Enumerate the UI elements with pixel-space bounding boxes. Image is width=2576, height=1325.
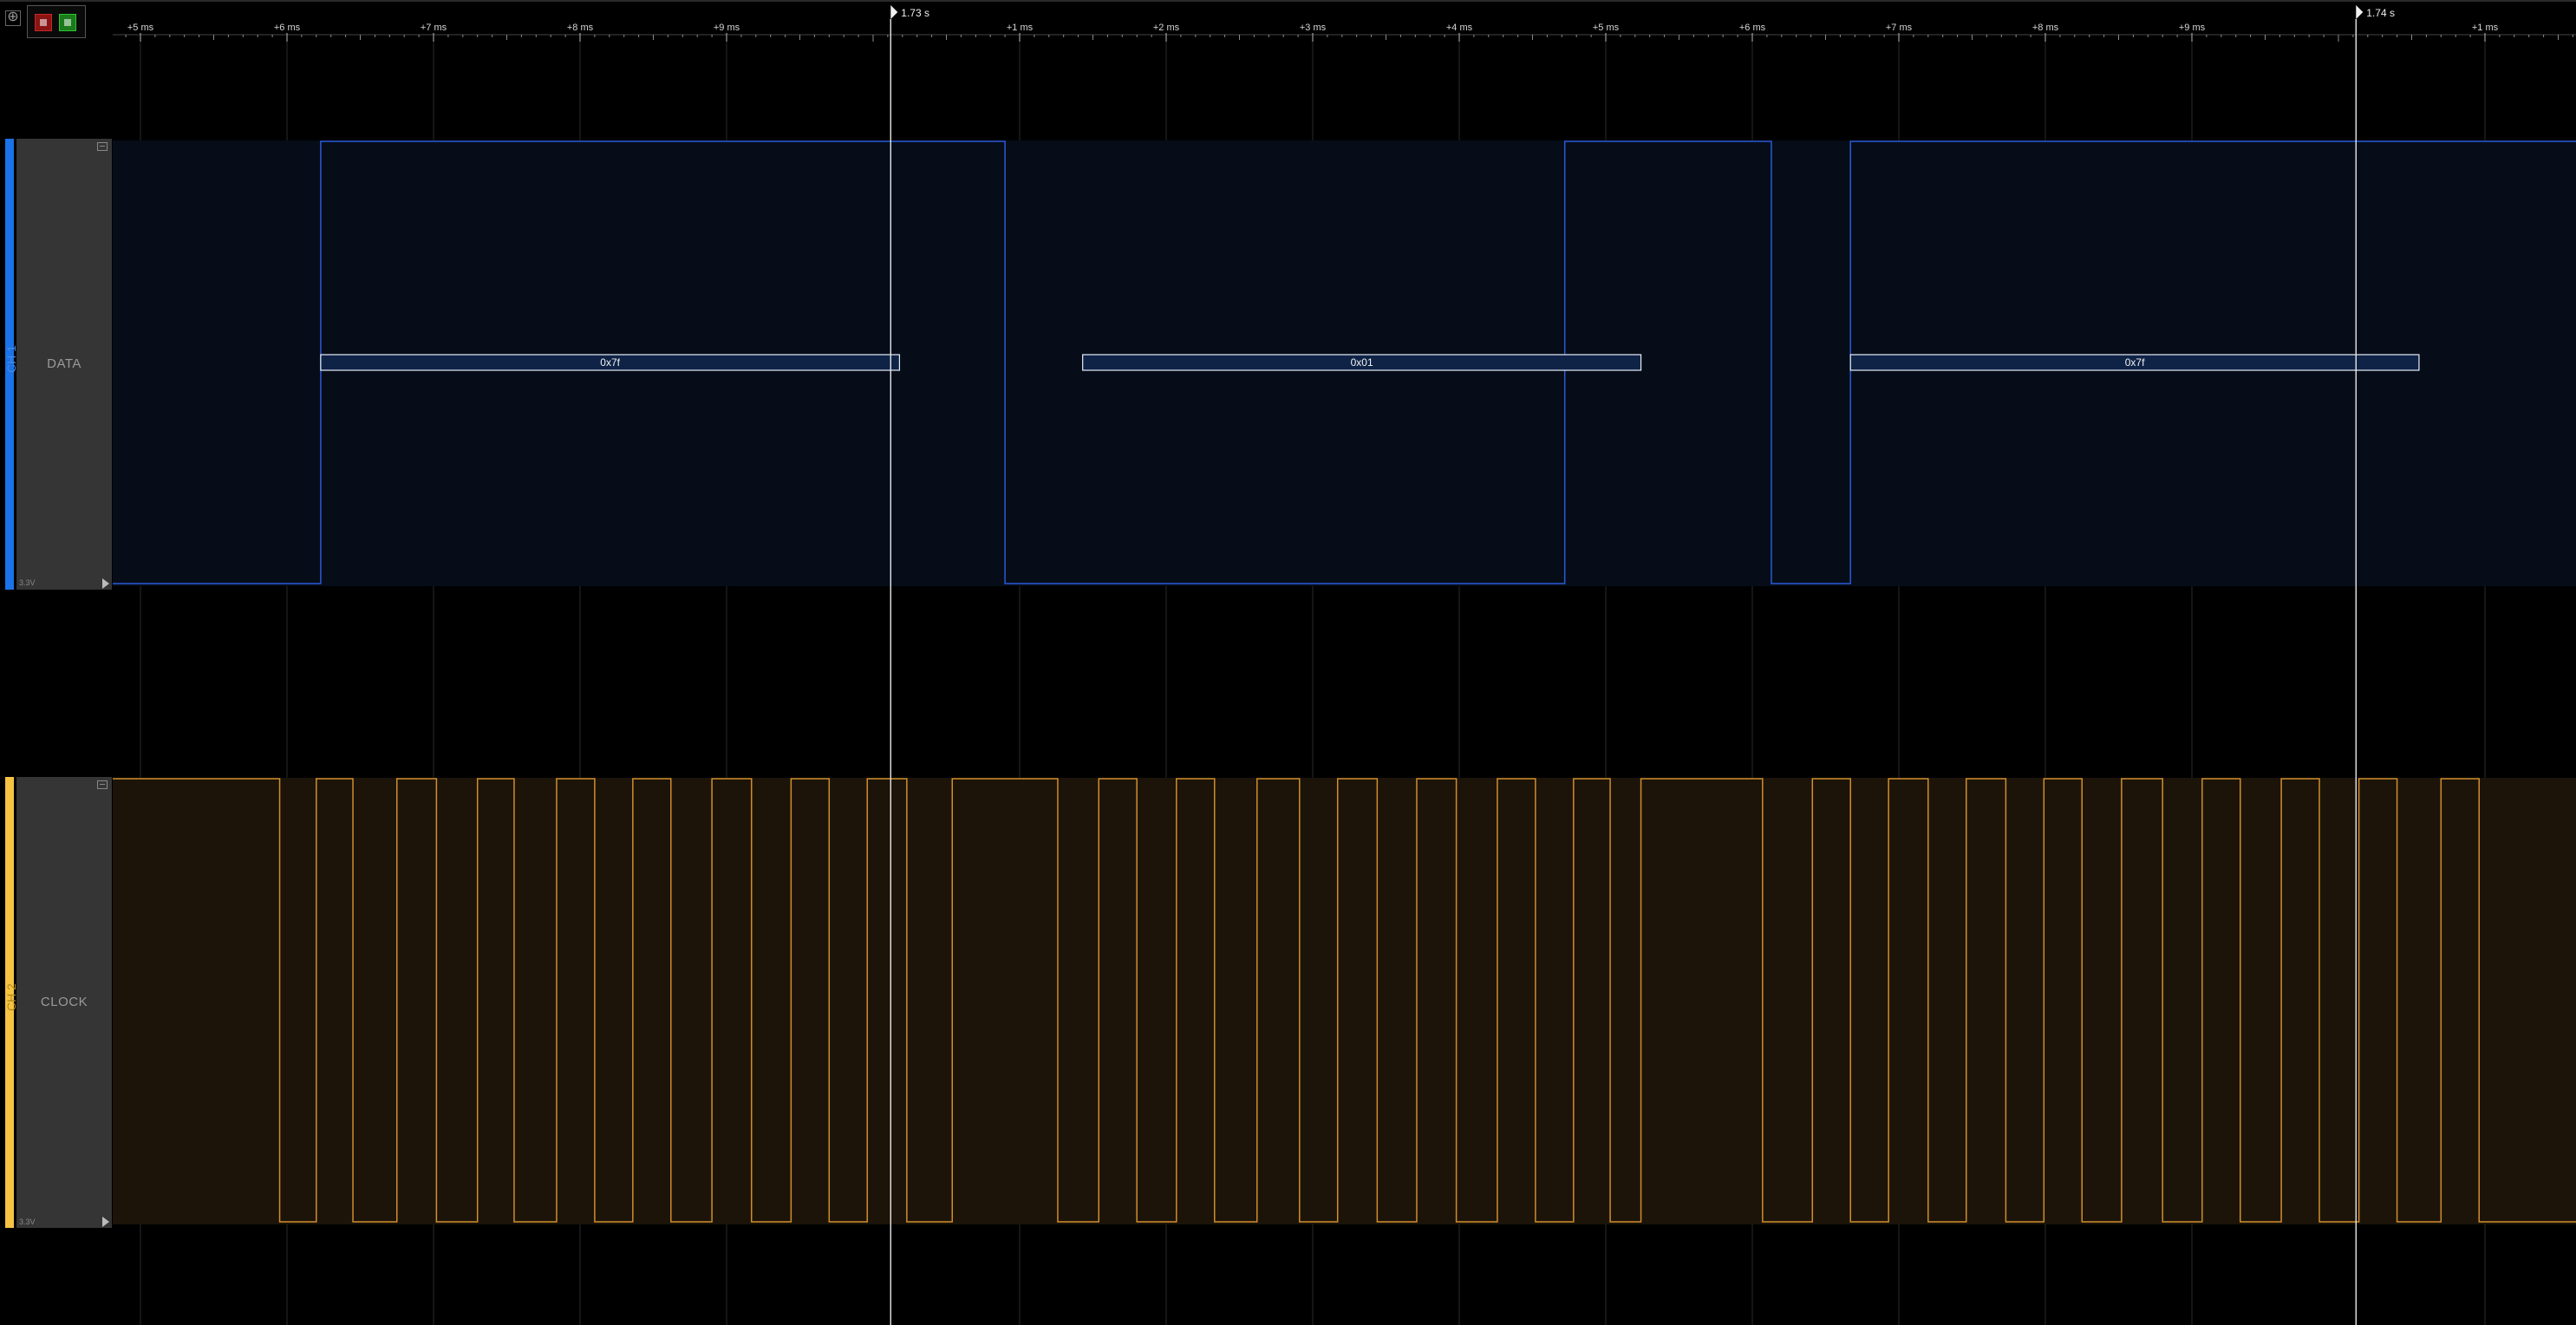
capture-controls bbox=[27, 5, 86, 38]
channel-1-menu-icon[interactable] bbox=[97, 142, 108, 151]
decoded-byte-label: 0x7f bbox=[600, 356, 620, 369]
channel-1-waveform[interactable]: 0x7f 0x01 0x7f bbox=[113, 140, 2576, 586]
ruler-tick-label: +6 ms bbox=[274, 23, 301, 33]
decoded-byte-box[interactable] bbox=[1082, 354, 1642, 371]
decoded-byte-box[interactable] bbox=[1849, 354, 2420, 371]
decoded-byte-box[interactable] bbox=[320, 354, 901, 371]
ruler-tick-label: +3 ms bbox=[1300, 23, 1327, 33]
channel-2-lane bbox=[113, 778, 2576, 1224]
ruler-tick-label: +9 ms bbox=[2179, 23, 2206, 33]
decoded-byte-label: 0x7f bbox=[2125, 356, 2145, 369]
channel-1-color-strip bbox=[5, 139, 14, 590]
channel-2-trace bbox=[113, 778, 2576, 1223]
ruler-tick-label: +6 ms bbox=[1739, 23, 1766, 33]
channel-1-name[interactable]: DATA bbox=[47, 356, 82, 371]
channel-2-color-strip bbox=[5, 777, 14, 1228]
ruler-tick-label: +1 ms bbox=[2472, 23, 2499, 33]
time-ruler[interactable]: +5 ms +6 ms +7 ms +8 ms +9 ms +1 ms +2 ms +3 ms… bbox=[0, 0, 2576, 42]
time-marker-flag-icon[interactable] bbox=[2356, 5, 2364, 19]
ruler-tick-label: +4 ms bbox=[1446, 23, 1473, 33]
channel-2-label-panel[interactable] bbox=[16, 777, 112, 1228]
ruler-tick-label: +8 ms bbox=[567, 23, 594, 33]
channel-2-voltage: 3.3V bbox=[19, 1217, 36, 1226]
time-marker-label: 1.74 s bbox=[2366, 7, 2395, 19]
channel-2-menu-icon[interactable] bbox=[97, 780, 108, 789]
channel-2-waveform[interactable] bbox=[113, 778, 2576, 1224]
ruler-tick-label: +7 ms bbox=[1886, 23, 1913, 33]
start-icon[interactable] bbox=[59, 14, 76, 31]
ruler-tick-label: +5 ms bbox=[1593, 23, 1620, 33]
ruler-tick-label: +5 ms bbox=[127, 23, 154, 33]
time-marker-flag-icon[interactable] bbox=[890, 5, 898, 19]
ruler-tick-label: +8 ms bbox=[2032, 23, 2059, 33]
expand-icon[interactable]: ⊕ bbox=[5, 10, 21, 26]
ruler-tick-label: +7 ms bbox=[421, 23, 447, 33]
time-marker-label: 1.73 s bbox=[901, 7, 929, 19]
decoded-byte-label: 0x01 bbox=[1351, 356, 1373, 369]
stop-icon[interactable] bbox=[35, 14, 52, 31]
ruler-tick-label: +1 ms bbox=[1007, 23, 1034, 33]
ruler-tick-label: +2 ms bbox=[1153, 23, 1180, 33]
channel-2-expand-arrow-icon[interactable] bbox=[102, 1217, 109, 1227]
channel-2-name[interactable]: CLOCK bbox=[40, 995, 88, 1009]
channel-1-label-panel[interactable] bbox=[16, 139, 112, 590]
channel-1-expand-arrow-icon[interactable] bbox=[102, 578, 109, 589]
channel-1-voltage: 3.3V bbox=[19, 578, 36, 587]
ruler-tick-label: +9 ms bbox=[714, 23, 740, 33]
